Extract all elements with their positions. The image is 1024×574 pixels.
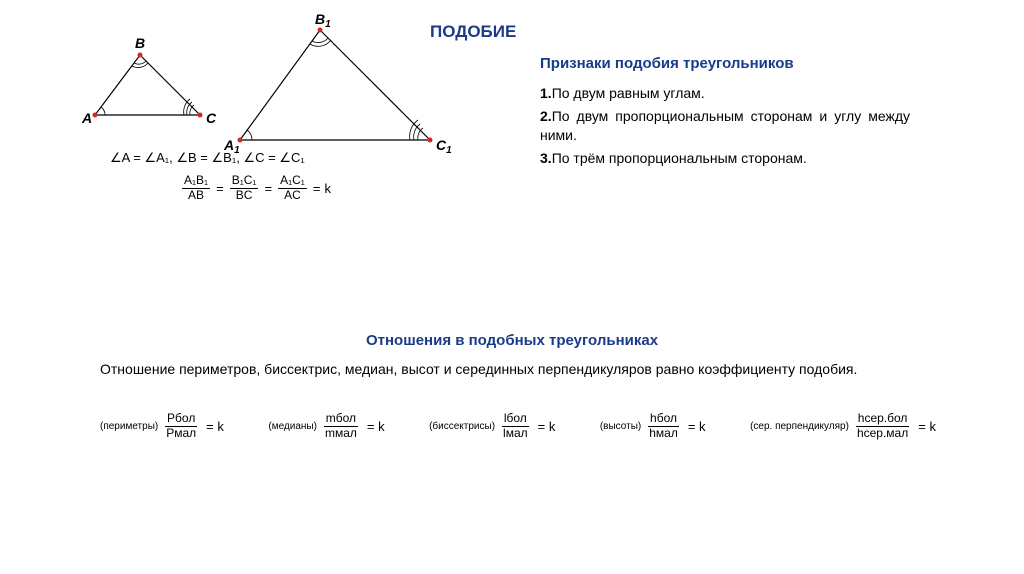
vertex-C1: C1	[436, 137, 452, 156]
angle-equalities: ∠A = ∠A₁, ∠B = ∠B₁, ∠C = ∠C₁	[110, 150, 331, 166]
formulas-area: ∠A = ∠A₁, ∠B = ∠B₁, ∠C = ∠C₁ A₁B₁ AB = B…	[110, 150, 331, 203]
triangles-svg: A B C A1 B1 C1	[90, 30, 490, 160]
vertex-B1: B1	[315, 11, 331, 30]
relations-title: Отношения в подобных треугольниках	[0, 332, 1024, 349]
ratio-medians: (медианы) mболmмал = k	[268, 412, 388, 441]
vertex-B: B	[135, 35, 145, 51]
triangles-diagram: A B C A1 B1 C1	[90, 30, 490, 160]
ratio-perpendiculars: (сер. перпендикуляр) hсер.болhсер.мал = …	[750, 412, 940, 441]
relations-text: Отношение периметров, биссектрис, медиан…	[100, 360, 920, 379]
vertex-A: A	[81, 110, 92, 126]
criteria-box: Признаки подобия треугольников 1.По двум…	[540, 55, 910, 172]
criteria-list: 1.По двум равным углам. 2.По двум пропор…	[540, 84, 910, 168]
triangle-large: A1 B1 C1	[223, 11, 452, 156]
ratio-heights: (высоты) hболhмал = k	[600, 412, 710, 441]
criteria-title: Признаки подобия треугольников	[540, 55, 910, 72]
k-value: k	[324, 181, 331, 196]
criterion-1: 1.По двум равным углам.	[540, 84, 910, 103]
vertex-C: C	[206, 110, 217, 126]
ratio-bisectors: (биссектрисы) lболlмал = k	[429, 412, 559, 441]
criterion-2: 2.По двум пропорциональным сторонам и уг…	[540, 107, 910, 145]
frac-1: A₁B₁ AB	[182, 174, 210, 203]
criterion-3: 3.По трём пропорциональным сторонам.	[540, 149, 910, 168]
frac-2: B₁C₁ BC	[230, 174, 259, 203]
ratios-row: (периметры) PболPмал = k (медианы) mболm…	[100, 412, 940, 441]
proportion-line: A₁B₁ AB = B₁C₁ BC = A₁C₁ AC = k	[180, 174, 331, 203]
triangle-small: A B C	[81, 35, 217, 126]
frac-3: A₁C₁ AC	[278, 174, 307, 203]
ratio-perimeters: (периметры) PболPмал = k	[100, 412, 228, 441]
